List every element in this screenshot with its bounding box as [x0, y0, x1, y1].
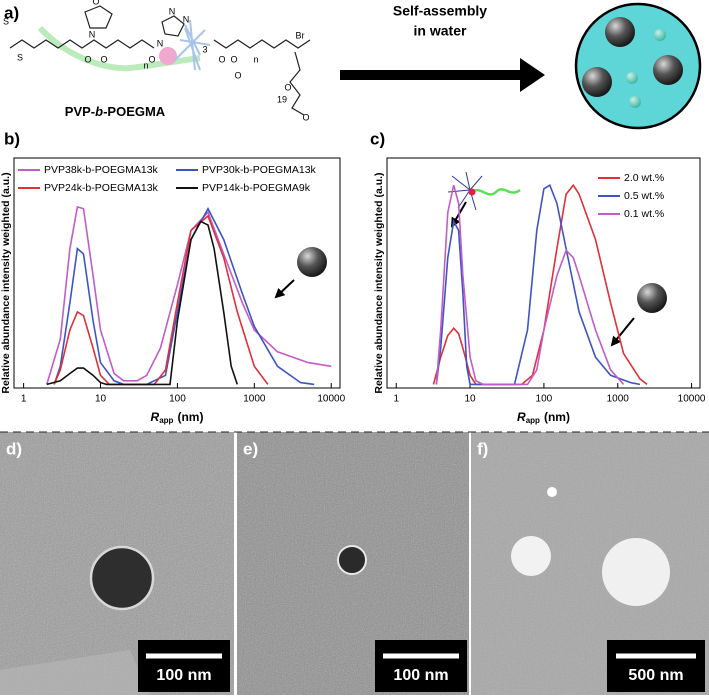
panel-label: a) [4, 3, 19, 22]
x-tick-label: 100 [536, 394, 553, 405]
scale-bar-label: 500 nm [628, 667, 683, 684]
y-axis-label: Relative abundance intensity weighted (a… [0, 172, 12, 393]
atom-label: O [234, 70, 241, 80]
x-tick-label: 10 [465, 394, 477, 405]
series-line [435, 184, 641, 386]
atom-label: O [302, 112, 309, 122]
highlight [37, 25, 201, 72]
micrograph-d [0, 432, 234, 695]
icon-arrow [274, 279, 295, 299]
x-axis-label: Rapp (nm) [151, 410, 204, 425]
atom-label: N [183, 14, 190, 24]
x-label-unit: (nm) [177, 410, 203, 424]
icon [637, 283, 667, 313]
icon [297, 247, 327, 277]
series-line [53, 206, 315, 386]
particle [653, 55, 683, 85]
legend-label: PVP14k-b-POEGMA9k [202, 182, 311, 194]
panel-label: e) [243, 439, 258, 458]
scale-bar-label: 100 nm [156, 667, 211, 684]
backbone [213, 39, 311, 49]
legend-label: 0.1 wt.% [624, 208, 664, 220]
arrow-text: Self-assembly [393, 3, 487, 19]
particle [582, 67, 612, 97]
legend-label: PVP30k-b-POEGMA13k [202, 164, 317, 176]
series-line [432, 183, 648, 386]
series-line [53, 214, 269, 386]
atom-label: O [92, 0, 99, 6]
atom-label: O [284, 82, 291, 92]
atom-label: 19 [277, 94, 287, 104]
backbone [9, 39, 155, 49]
atom-label: O [148, 54, 155, 64]
particle [629, 96, 641, 108]
panel-label: b) [4, 129, 20, 148]
atom-label: n [253, 54, 258, 64]
series-line [46, 205, 332, 385]
x-tick-label: 10000 [317, 394, 345, 405]
x-tick-label: 1000 [243, 394, 266, 405]
atom-label: O [218, 54, 225, 64]
ring [84, 5, 113, 29]
legend-label: 2.0 wt.% [624, 172, 664, 184]
icon-arrow [610, 317, 635, 347]
x-label-subscript: app [526, 416, 540, 425]
legend-label: 0.5 wt.% [624, 190, 664, 202]
atom-label: O [230, 54, 237, 64]
atom-label: N [169, 6, 176, 16]
x-tick-label: 10000 [678, 394, 706, 405]
panel-label: d) [6, 439, 22, 458]
x-label-symbol: R [151, 410, 160, 424]
highlight [159, 47, 177, 65]
micrograph-e [237, 432, 469, 695]
x-tick-label: 100 [169, 394, 186, 405]
polymer-name: PVP-b-POEGMA [65, 104, 166, 119]
micrograph-f [471, 432, 709, 695]
x-label-unit: (nm) [544, 410, 570, 424]
x-label-subscript: app [159, 416, 173, 425]
panel-label: c) [370, 129, 385, 148]
arrow [340, 58, 545, 92]
series-line [46, 220, 239, 386]
x-axis-label: Rapp (nm) [517, 410, 570, 425]
scale-bar-label: 100 nm [393, 667, 448, 684]
x-tick-label: 1 [393, 394, 399, 405]
particle [605, 17, 635, 47]
arrow-text: in water [414, 23, 467, 39]
atom-label: S [17, 52, 23, 62]
atom-label: O [84, 54, 91, 64]
atom-label: 3 [202, 44, 207, 54]
name-part: -POEGMA [103, 104, 166, 119]
x-label-symbol: R [517, 410, 526, 424]
name-part: PVP- [65, 104, 95, 119]
particle [654, 29, 666, 41]
name-part: b [95, 104, 103, 119]
x-tick-label: 10 [95, 394, 107, 405]
particle [626, 72, 638, 84]
x-tick-label: 1 [21, 394, 27, 405]
ring [161, 15, 185, 37]
legend-label: PVP38k-b-POEGMA13k [44, 164, 159, 176]
atom-label: N [89, 29, 96, 39]
series-line [435, 184, 625, 386]
y-axis-label: Relative abundance intensity weighted (a… [373, 172, 385, 393]
atom-label: O [100, 54, 107, 64]
atom-label: S [3, 16, 9, 26]
legend-label: PVP24k-b-POEGMA13k [44, 182, 159, 194]
atom-label: Br [296, 30, 305, 40]
x-tick-label: 1000 [607, 394, 630, 405]
panel-label: f) [477, 439, 488, 458]
side-chain [289, 51, 305, 116]
atom-label: N [157, 38, 164, 48]
highlight [174, 19, 211, 71]
atom-label: n [143, 60, 148, 70]
